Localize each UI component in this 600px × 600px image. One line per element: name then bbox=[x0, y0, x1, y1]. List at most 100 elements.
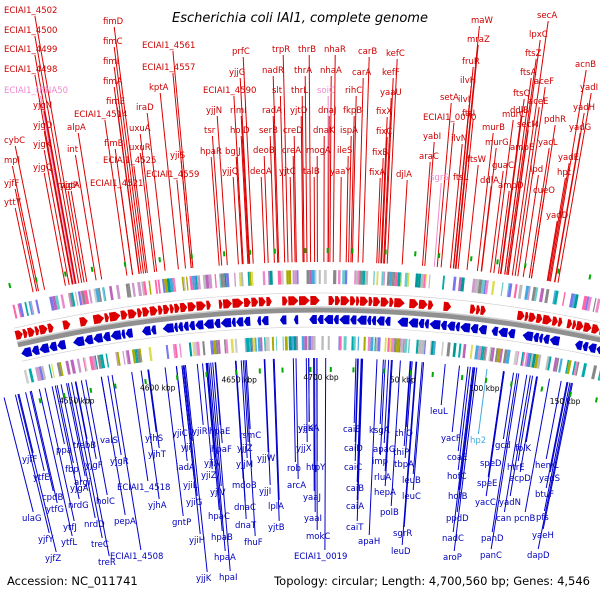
gene-leader-line bbox=[327, 115, 330, 263]
rna-marker bbox=[470, 256, 473, 262]
reverse-cog-block bbox=[230, 338, 234, 353]
reverse-cog-block bbox=[505, 349, 511, 364]
gene-label-reverse: folK bbox=[515, 444, 532, 454]
gene-label-reverse: hpaA bbox=[214, 553, 236, 563]
reverse-gene-arrow bbox=[293, 315, 299, 325]
forward-gene-arrow bbox=[409, 299, 419, 309]
reverse-cog-block bbox=[192, 342, 195, 357]
gene-leader-line bbox=[449, 143, 463, 269]
forward-cog-block bbox=[193, 275, 197, 290]
forward-cog-block bbox=[148, 280, 152, 295]
gene-label-reverse: tbpA bbox=[394, 460, 414, 470]
gene-leader-line bbox=[208, 362, 226, 552]
rna-marker bbox=[569, 391, 572, 398]
forward-gene-arrow bbox=[524, 311, 529, 321]
gene-leader-line bbox=[232, 176, 239, 265]
gene-label-reverse: pepA bbox=[114, 517, 136, 527]
forward-gene-arrow bbox=[157, 305, 163, 315]
reverse-cog-block bbox=[28, 368, 35, 383]
gene-leader-line bbox=[242, 360, 249, 443]
gene-leader-line bbox=[506, 58, 537, 275]
gene-label-reverse: yjiC bbox=[172, 429, 188, 439]
gene-label-reverse: yjjK bbox=[298, 424, 314, 434]
forward-cog-block bbox=[60, 294, 66, 309]
forward-cog-block bbox=[195, 275, 199, 290]
forward-gene-arrow bbox=[516, 310, 525, 321]
forward-gene-arrow bbox=[368, 296, 373, 306]
forward-cog-block bbox=[294, 270, 298, 285]
gene-label-reverse: nrdD bbox=[84, 520, 105, 530]
reverse-cog-block bbox=[223, 339, 227, 354]
gene-label-reverse: hofC bbox=[447, 472, 467, 482]
forward-cog-block bbox=[359, 270, 363, 285]
gene-label-reverse: caiB bbox=[346, 484, 364, 494]
forward-cog-block bbox=[131, 282, 136, 297]
reverse-cog-block bbox=[343, 336, 347, 351]
rna-marker bbox=[496, 259, 499, 265]
forward-cog-block bbox=[506, 283, 510, 297]
gene-leader-line bbox=[380, 116, 388, 264]
gene-label-forward: nhaR bbox=[324, 45, 346, 55]
forward-gene-arrow bbox=[551, 316, 558, 326]
reverse-cog-block bbox=[89, 356, 95, 371]
reverse-gene-arrow bbox=[539, 333, 544, 343]
forward-cog-block bbox=[183, 276, 186, 291]
reverse-cog-block bbox=[387, 337, 390, 352]
gene-leader-line bbox=[104, 119, 128, 276]
forward-cog-block bbox=[214, 274, 217, 288]
gene-leader-line bbox=[455, 182, 465, 269]
gene-leader-line bbox=[304, 75, 308, 263]
reverse-gene-arrow bbox=[31, 345, 40, 355]
reverse-cog-block bbox=[571, 361, 577, 376]
forward-gene-arrow bbox=[443, 301, 452, 312]
forward-cog-block bbox=[18, 303, 25, 318]
forward-gene-arrow bbox=[535, 313, 543, 324]
gene-leader-line bbox=[332, 54, 336, 263]
forward-gene-arrow bbox=[299, 296, 310, 306]
gene-leader-line bbox=[30, 390, 58, 504]
forward-cog-block bbox=[571, 293, 576, 308]
reverse-gene-arrow bbox=[21, 347, 33, 358]
reverse-cog-block bbox=[483, 346, 487, 361]
gene-leader-line bbox=[314, 357, 316, 513]
reverse-gene-arrow bbox=[279, 315, 287, 325]
gene-label-reverse: yjiG bbox=[186, 498, 202, 508]
forward-cog-block bbox=[280, 270, 284, 285]
reverse-cog-block bbox=[351, 336, 354, 351]
reverse-gene-arrow bbox=[367, 315, 372, 325]
forward-cog-block bbox=[109, 285, 114, 301]
reverse-cog-block bbox=[400, 338, 404, 353]
forward-gene-arrow bbox=[22, 328, 28, 339]
gene-label-reverse: cpdB bbox=[42, 493, 63, 503]
reverse-cog-block bbox=[393, 338, 397, 353]
reverse-cog-block bbox=[516, 351, 520, 366]
gene-label-forward: int bbox=[67, 145, 79, 155]
reverse-cog-block bbox=[529, 353, 534, 368]
forward-cog-block bbox=[162, 278, 166, 293]
forward-cog-block bbox=[127, 283, 132, 298]
gene-label-reverse: yjjZ bbox=[237, 444, 253, 454]
forward-cog-block bbox=[83, 290, 90, 305]
gene-leader-line bbox=[43, 130, 73, 285]
forward-cog-block bbox=[397, 272, 401, 287]
forward-cog-block bbox=[98, 287, 102, 302]
gene-label-reverse: yjhA bbox=[148, 501, 167, 511]
reverse-gene-arrow bbox=[183, 321, 189, 331]
forward-gene-arrow bbox=[394, 298, 405, 308]
gene-leader-line bbox=[476, 132, 494, 272]
reverse-cog-block bbox=[76, 358, 82, 373]
reverse-cog-block bbox=[534, 354, 539, 369]
reverse-cog-block bbox=[70, 359, 76, 374]
gene-label-reverse: ulaG bbox=[22, 514, 42, 524]
gene-label-reverse: yjgA bbox=[70, 484, 89, 494]
gene-leader-line bbox=[424, 141, 435, 267]
gene-label-forward: ileS bbox=[337, 146, 352, 156]
gene-leader-line bbox=[233, 95, 244, 265]
reverse-cog-block bbox=[573, 361, 579, 376]
forward-cog-block bbox=[137, 281, 142, 297]
forward-cog-block bbox=[208, 274, 213, 289]
gene-label-forward: mpl bbox=[4, 156, 20, 166]
forward-cog-block bbox=[286, 270, 289, 285]
gene-label-forward: ECIAI1_0070 bbox=[423, 113, 476, 123]
gene-leader-line bbox=[545, 380, 562, 460]
